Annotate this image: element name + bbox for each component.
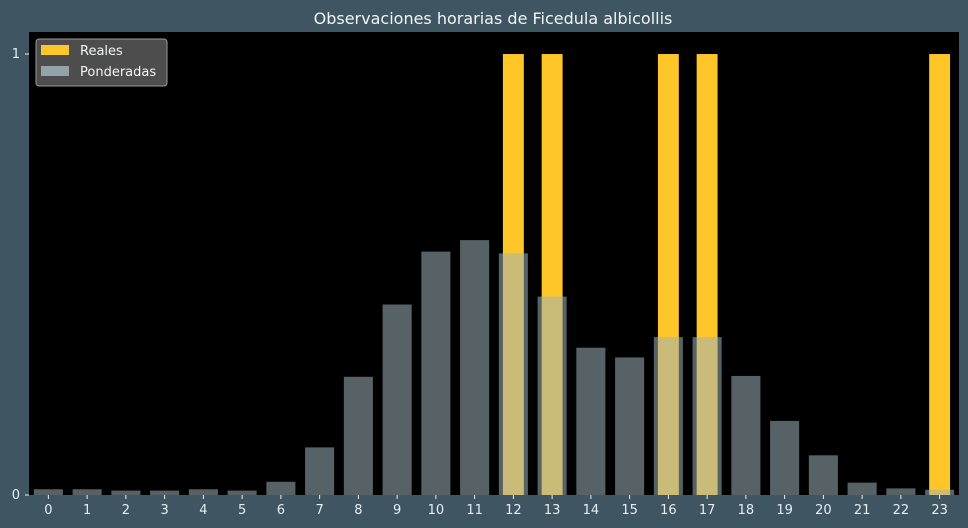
bar-ponderadas-17 (692, 337, 722, 495)
bar-ponderadas-21 (847, 482, 877, 495)
bar-reales-23 (929, 54, 951, 496)
x-tick-label: 8 (354, 503, 362, 518)
x-tick-label: 0 (44, 503, 52, 518)
x-tick-label: 4 (199, 503, 207, 518)
x-tick-label: 6 (277, 503, 285, 518)
x-tick-label: 3 (160, 503, 168, 518)
x-tick-label: 16 (660, 503, 677, 518)
legend: Reales Ponderadas (35, 38, 168, 87)
x-tick-label: 9 (393, 503, 401, 518)
x-axis: 0 1 2 3 4 5 6 7 8 9 10 11 12 13 14 15 16 17 18 19 20 21 22 23 (44, 495, 948, 518)
plot-area (29, 32, 959, 495)
bar-ponderadas-20 (808, 455, 838, 495)
x-tick-label: 2 (122, 503, 130, 518)
x-tick-label: 18 (738, 503, 755, 518)
bar-ponderadas-9 (382, 304, 412, 495)
x-tick-label: 7 (315, 503, 323, 518)
bar-ponderadas-14 (576, 347, 606, 495)
bar-ponderadas-4 (188, 489, 218, 495)
legend-swatch-ponderadas (41, 66, 69, 76)
x-tick-label: 21 (854, 503, 871, 518)
bars-layer (33, 54, 955, 496)
bar-ponderadas-6 (266, 481, 296, 495)
legend-label-ponderadas: Ponderadas (80, 65, 156, 80)
x-tick-label: 12 (505, 503, 522, 518)
x-tick-label: 23 (931, 503, 948, 518)
bar-ponderadas-19 (770, 420, 800, 495)
x-tick-label: 19 (776, 503, 793, 518)
bar-ponderadas-10 (421, 251, 451, 495)
bar-ponderadas-12 (498, 253, 528, 495)
x-tick-label: 22 (893, 503, 910, 518)
bar-ponderadas-18 (731, 375, 761, 495)
bar-ponderadas-22 (886, 488, 916, 495)
x-tick-label: 11 (466, 503, 483, 518)
x-tick-label: 13 (544, 503, 561, 518)
legend-swatch-reales (41, 45, 69, 55)
y-tick-label: 1 (12, 47, 20, 62)
bar-ponderadas-3 (150, 490, 180, 495)
bar-ponderadas-16 (653, 337, 683, 495)
x-tick-label: 20 (815, 503, 832, 518)
chart-title: Observaciones horarias de Ficedula albic… (314, 9, 673, 28)
x-tick-label: 1 (83, 503, 91, 518)
bar-ponderadas-13 (537, 296, 567, 495)
legend-label-reales: Reales (80, 44, 123, 59)
x-tick-label: 10 (428, 503, 445, 518)
y-axis: 01 (12, 47, 29, 503)
y-tick-label: 0 (12, 488, 20, 503)
bar-ponderadas-11 (460, 240, 490, 495)
x-tick-label: 17 (699, 503, 716, 518)
bar-ponderadas-0 (33, 489, 63, 495)
bar-ponderadas-1 (72, 489, 102, 495)
bar-ponderadas-7 (305, 447, 335, 495)
bar-ponderadas-23 (925, 489, 955, 495)
x-tick-label: 14 (583, 503, 600, 518)
bar-ponderadas-8 (343, 376, 373, 495)
x-tick-label: 15 (621, 503, 638, 518)
x-tick-label: 5 (238, 503, 246, 518)
bar-ponderadas-2 (111, 490, 141, 495)
bar-ponderadas-15 (615, 357, 645, 495)
bar-ponderadas-5 (227, 490, 257, 495)
